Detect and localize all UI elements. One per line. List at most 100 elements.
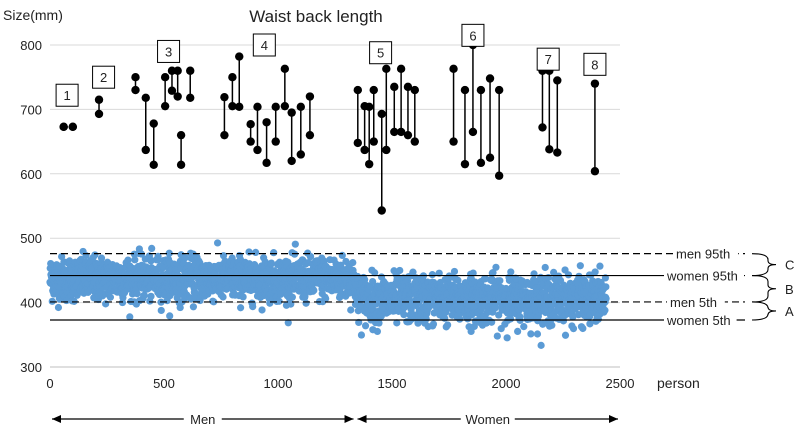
point-women (591, 268, 599, 276)
point-men (102, 300, 110, 308)
ref-label-bg (664, 267, 744, 284)
point-women (355, 318, 363, 327)
x-tick-label: 0 (46, 376, 53, 391)
range-max-point (382, 64, 391, 74)
point-women (561, 331, 570, 339)
point-men (166, 312, 174, 320)
point-men (301, 292, 309, 300)
arrow-label-bg (460, 410, 515, 428)
range-max-point (160, 73, 170, 82)
range-max-point (485, 74, 495, 83)
range-min-point (460, 159, 470, 169)
point-women (470, 322, 478, 331)
point-women (409, 268, 417, 276)
range-min-point (494, 171, 504, 180)
range-max-point (296, 102, 305, 112)
x-tick-label: 2000 (492, 376, 521, 391)
point-women (601, 306, 609, 314)
band-bracket-A (751, 301, 777, 321)
range-min-point (369, 137, 378, 146)
point-men (245, 248, 253, 256)
point-men (176, 303, 184, 312)
y-tick-label: 300 (20, 360, 42, 375)
range-min-point (167, 86, 177, 95)
point-men (210, 298, 218, 306)
point-men (147, 292, 155, 300)
point-women (456, 315, 464, 323)
range-min-point (176, 160, 186, 169)
point-women (369, 278, 377, 286)
point-men (106, 293, 115, 301)
range-max-point (390, 82, 399, 92)
range-min-point (296, 150, 305, 159)
group-box-6 (461, 23, 485, 47)
point-women (548, 321, 556, 329)
y-tick-label: 500 (20, 231, 42, 246)
range-max-point (590, 79, 600, 88)
group-box-8 (583, 52, 607, 76)
point-women (602, 283, 610, 291)
group-label-5: 5 (377, 46, 384, 61)
point-men (58, 252, 66, 261)
y-tick-label: 700 (20, 102, 42, 117)
point-women (373, 327, 382, 336)
point-women (375, 319, 383, 327)
point-men (338, 251, 346, 260)
point-men (307, 252, 315, 261)
point-women (422, 315, 430, 323)
range-max-point (365, 102, 374, 112)
point-women (575, 272, 583, 280)
range-max-point (410, 85, 419, 95)
point-women (489, 268, 497, 277)
point-women (537, 341, 545, 349)
arrow-label-bg (183, 410, 222, 428)
group-box-4 (252, 33, 276, 57)
point-women (493, 332, 501, 340)
range-min-point (246, 137, 255, 146)
point-men (322, 294, 330, 303)
point-men (284, 258, 292, 266)
range-max-point (476, 85, 486, 95)
point-men (165, 249, 173, 257)
point-men (310, 286, 318, 294)
arrow-head-left (357, 415, 367, 423)
range-min-point (590, 167, 600, 176)
point-men (349, 258, 357, 267)
arrow-head-right (609, 415, 618, 423)
range-max-point (246, 120, 255, 129)
point-women (353, 272, 362, 281)
band-label-A: A (785, 304, 794, 319)
point-men (213, 239, 222, 247)
range-max-point (94, 95, 104, 104)
band-bracket-C (751, 253, 777, 277)
band-bracket-B (751, 275, 777, 303)
group-box-1 (55, 83, 79, 107)
range-min-point (365, 159, 374, 169)
point-men (97, 254, 106, 262)
range-max-point (305, 92, 315, 101)
point-women (569, 325, 578, 333)
band-label-B: B (785, 282, 794, 297)
point-women (527, 330, 535, 338)
point-men (54, 303, 63, 312)
ref-label-bg (664, 311, 737, 328)
point-women (428, 271, 436, 279)
point-women (429, 320, 438, 328)
range-groups: 1 2 3 4 5 6 7 8 (55, 23, 607, 215)
range-min-point (353, 138, 362, 148)
range-max-point (449, 64, 458, 74)
ref-label: women 5th (666, 313, 731, 328)
point-men (291, 240, 299, 248)
y-axis-ticks: 300 400 500 600 700 800 (20, 38, 42, 375)
point-women (400, 311, 408, 319)
range-min-point (262, 158, 271, 168)
y-axis-label: Size(mm) (3, 7, 63, 23)
scatter-points (46, 239, 610, 349)
arrow-head-left (52, 415, 61, 423)
point-women (506, 315, 515, 323)
range-min-point (403, 130, 413, 140)
point-women (530, 270, 538, 278)
range-max-point (235, 52, 244, 61)
range-min-point (173, 92, 182, 101)
range-min-point (360, 145, 369, 155)
